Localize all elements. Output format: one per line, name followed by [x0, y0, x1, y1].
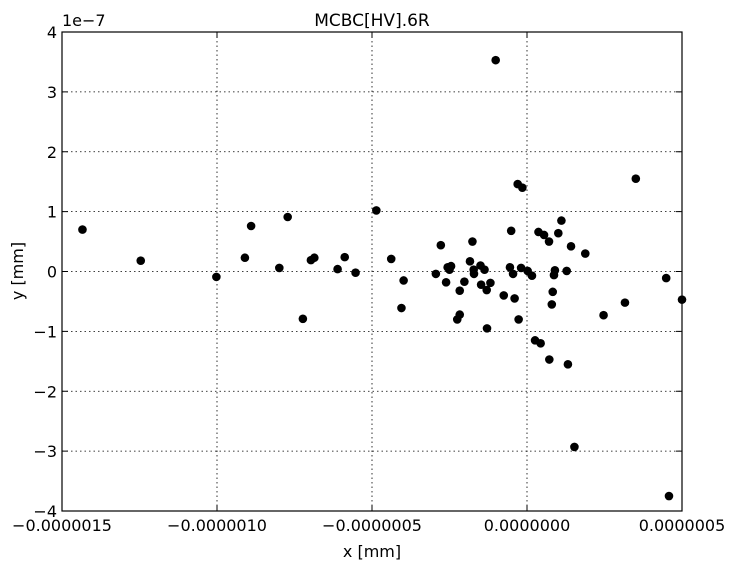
- data-point: [212, 272, 221, 282]
- data-point: [469, 269, 479, 279]
- data-point: [516, 263, 526, 273]
- x-tick-labels: −0.0000015 −0.0000010 −0.0000005 0.0000000 0…: [12, 516, 725, 535]
- y-tick-labels: −4 −3 −2 −1 0 1 2 3 4: [33, 23, 57, 521]
- data-point: [557, 216, 566, 225]
- data-point: [441, 277, 451, 287]
- data-point: [351, 268, 360, 278]
- data-point: [333, 264, 342, 274]
- data-point: [480, 265, 489, 275]
- data-point: [386, 254, 396, 264]
- y-tick-label: −1: [33, 322, 57, 341]
- data-point: [499, 291, 509, 300]
- data-point: [620, 298, 630, 307]
- data-point: [547, 300, 557, 309]
- y-tick-label: 1: [47, 203, 57, 222]
- data-point: [476, 280, 486, 289]
- y-tick-label: −3: [33, 442, 57, 461]
- data-point: [661, 273, 671, 283]
- data-point: [566, 242, 576, 251]
- x-tick-label: −0.0000005: [322, 516, 422, 535]
- data-points: [78, 55, 687, 501]
- y-tick-label: 2: [47, 143, 57, 162]
- y-tick-label: 4: [47, 23, 57, 42]
- data-point: [599, 310, 608, 320]
- data-point: [275, 263, 284, 273]
- data-point: [563, 360, 573, 369]
- y-tick-label: −2: [33, 382, 57, 401]
- data-point: [455, 286, 465, 295]
- grid-lines: [61, 31, 683, 512]
- data-point: [486, 278, 495, 288]
- data-point: [550, 266, 560, 275]
- data-point: [310, 253, 319, 263]
- chart-title: MCBC[HV].6R: [314, 11, 430, 31]
- data-point: [482, 285, 492, 295]
- data-point: [460, 277, 469, 286]
- data-point: [372, 206, 381, 215]
- data-point: [491, 55, 500, 65]
- data-point: [544, 237, 554, 246]
- data-point: [283, 212, 292, 222]
- data-point: [298, 314, 308, 324]
- x-tick-label: 0.0000000: [484, 516, 571, 535]
- data-point: [631, 174, 641, 183]
- data-point: [562, 266, 571, 276]
- data-point: [510, 294, 519, 303]
- axis-ticks: [61, 31, 683, 512]
- data-point: [468, 237, 477, 246]
- y-tick-label: −4: [33, 502, 57, 521]
- data-point: [580, 249, 590, 258]
- y-axis-offset-text: 1e−7: [62, 11, 106, 30]
- data-point: [465, 257, 475, 266]
- x-tick-label: −0.0000010: [167, 516, 267, 535]
- data-point: [554, 228, 563, 238]
- data-point: [431, 269, 441, 279]
- data-point: [340, 252, 350, 262]
- data-point: [508, 269, 518, 279]
- y-tick-label: 3: [47, 83, 57, 102]
- data-point: [570, 442, 579, 452]
- y-axis-label: y [mm]: [8, 242, 27, 300]
- data-point: [78, 225, 87, 234]
- data-point: [539, 230, 549, 240]
- data-point: [506, 226, 516, 236]
- data-point: [399, 276, 408, 285]
- data-point: [240, 253, 250, 263]
- data-point: [136, 256, 146, 266]
- data-point: [536, 339, 545, 348]
- data-point: [545, 355, 554, 364]
- x-axis-label: x [mm]: [343, 542, 401, 561]
- data-point: [397, 303, 406, 313]
- data-point: [548, 287, 558, 297]
- data-point: [446, 261, 456, 271]
- data-point: [505, 263, 515, 272]
- data-point: [527, 271, 537, 280]
- data-point: [482, 324, 492, 333]
- x-tick-label: −0.0000015: [12, 516, 112, 535]
- x-tick-label: 0.0000005: [639, 516, 726, 535]
- y-tick-label: 0: [47, 263, 57, 282]
- data-point: [246, 221, 256, 231]
- data-point: [455, 310, 465, 319]
- data-point: [514, 315, 523, 324]
- data-point: [436, 240, 446, 250]
- data-point: [664, 491, 674, 501]
- data-point: [518, 183, 527, 192]
